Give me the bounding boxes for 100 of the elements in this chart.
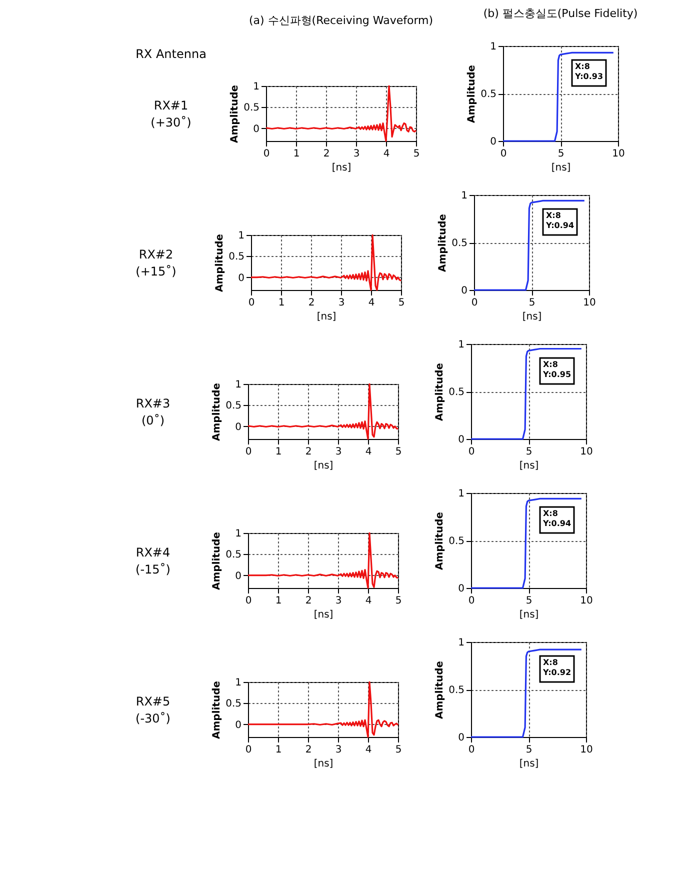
text: (0˚) <box>142 414 164 428</box>
x-tick-label: 0 <box>245 596 252 606</box>
x-tick-label: 1 <box>275 446 282 458</box>
x-tick-label: 2 <box>305 446 312 458</box>
y-tick-label: 0.5 <box>448 387 464 398</box>
line-series <box>470 348 582 440</box>
x-tick-label: 1 <box>293 148 300 160</box>
text: RX#5 <box>136 694 170 708</box>
y-tick-label: 0.5 <box>226 550 242 561</box>
text: (+30˚) <box>150 116 192 130</box>
y-tick-label: 1 <box>235 528 242 540</box>
y-axis-title: Amplitude <box>434 660 446 720</box>
x-tick-label: 5 <box>413 148 420 160</box>
y-tick-label: 1 <box>235 380 242 390</box>
x-tick-label: 4 <box>365 446 372 458</box>
y-tick-label: 0.5 <box>228 252 244 263</box>
annotation: X:8 Y:0.94 <box>542 509 572 528</box>
y-tick-label: 1 <box>490 42 496 52</box>
y-axis-title: Amplitude <box>466 64 478 124</box>
x-tick-label: 0 <box>500 148 507 160</box>
x-tick-label: 10 <box>580 446 593 458</box>
x-tick-label: 3 <box>335 446 342 458</box>
y-axis-title: Amplitude <box>434 512 446 570</box>
chart-title: (b) 펄스충실도(Pulse Fidelity) <box>483 7 638 20</box>
y-tick-label: 0 <box>458 732 464 744</box>
y-tick-label: 0 <box>461 286 468 296</box>
y-tick-label: 1 <box>458 638 464 648</box>
y-tick-label: 1 <box>253 82 260 92</box>
y-axis-title: Amplitude <box>214 234 226 292</box>
x-tick-label: 4 <box>383 148 390 160</box>
y-axis-title: Amplitude <box>434 362 446 422</box>
x-axis-title: [ns] <box>314 610 334 620</box>
text: (-15˚) <box>136 562 170 576</box>
x-axis-title: [ns] <box>314 460 334 472</box>
x-tick-label: 4 <box>368 298 375 308</box>
y-axis-title: Amplitude <box>212 532 223 590</box>
y-tick-label: 0.5 <box>226 400 242 412</box>
x-axis-title: [ns] <box>551 162 571 174</box>
chart-title: (a) 수신파형(Receiving Waveform) <box>248 14 434 27</box>
y-tick-label: 0.5 <box>480 89 496 100</box>
x-tick-label: 0 <box>245 744 252 756</box>
x-tick-label: 2 <box>308 298 315 308</box>
x-tick-label: 3 <box>338 298 345 308</box>
x-tick-label: 0 <box>471 298 478 308</box>
x-tick-label: 0 <box>468 744 475 756</box>
y-axis-title: Amplitude <box>230 84 241 144</box>
x-tick-label: 3 <box>353 148 360 160</box>
x-tick-label: 1 <box>275 744 282 756</box>
y-tick-label: 0 <box>235 570 242 582</box>
y-tick-label: 0.5 <box>448 536 464 547</box>
x-axis-title: [ns] <box>519 758 539 770</box>
y-tick-label: 0 <box>235 422 242 433</box>
y-tick-label: 0 <box>458 584 464 594</box>
text: (+15˚) <box>136 264 176 278</box>
x-tick-label: 1 <box>275 596 282 606</box>
line-series <box>473 200 586 291</box>
x-tick-label: 0 <box>263 148 270 160</box>
x-tick-label: 10 <box>580 596 593 606</box>
x-tick-label: 0 <box>468 446 475 458</box>
y-tick-label: 0.5 <box>452 238 468 249</box>
x-tick-label: 1 <box>278 298 285 308</box>
line-series <box>502 52 614 142</box>
y-tick-label: 1 <box>235 678 242 688</box>
y-tick-label: 1 <box>458 488 464 500</box>
x-tick-label: 2 <box>323 148 330 160</box>
text: RX#1 <box>154 98 188 112</box>
y-tick-label: 0 <box>253 124 260 135</box>
y-axis-title: Amplitude <box>438 214 449 272</box>
y-tick-label: 1 <box>458 340 464 350</box>
x-tick-label: 2 <box>305 596 312 606</box>
x-tick-label: 10 <box>583 298 596 308</box>
x-tick-label: 5 <box>395 744 402 756</box>
text: RX#3 <box>136 396 170 410</box>
x-tick-label: 4 <box>365 744 372 756</box>
x-tick-label: 3 <box>335 596 342 606</box>
x-tick-label: 5 <box>398 298 405 308</box>
x-axis-title: [ns] <box>519 610 539 620</box>
x-tick-label: 0 <box>468 596 475 606</box>
x-tick-label: 4 <box>365 596 372 606</box>
x-tick-label: 3 <box>335 744 342 756</box>
x-axis-title: [ns] <box>522 312 542 322</box>
x-tick-label: 5 <box>526 596 532 606</box>
annotation: X:8 Y:0.95 <box>542 360 572 379</box>
y-tick-label: 1 <box>461 190 468 202</box>
annotation: X:8 Y:0.93 <box>574 62 604 81</box>
x-tick-label: 10 <box>612 148 625 160</box>
x-tick-label: 0 <box>245 446 252 458</box>
y-tick-label: 0 <box>238 272 244 284</box>
x-axis-title: [ns] <box>519 460 539 472</box>
annotation: X:8 Y:0.92 <box>542 658 572 677</box>
x-tick-label: 10 <box>580 744 593 756</box>
y-axis-title: Amplitude <box>212 382 223 442</box>
line-series <box>470 648 582 738</box>
x-tick-label: 5 <box>395 596 402 606</box>
x-axis-title: [ns] <box>332 162 352 174</box>
y-axis-title: Amplitude <box>212 680 223 740</box>
x-tick-label: 5 <box>395 446 402 458</box>
text: (-30˚) <box>136 712 170 726</box>
text: RX Antenna <box>136 47 206 61</box>
line-series <box>470 498 582 589</box>
